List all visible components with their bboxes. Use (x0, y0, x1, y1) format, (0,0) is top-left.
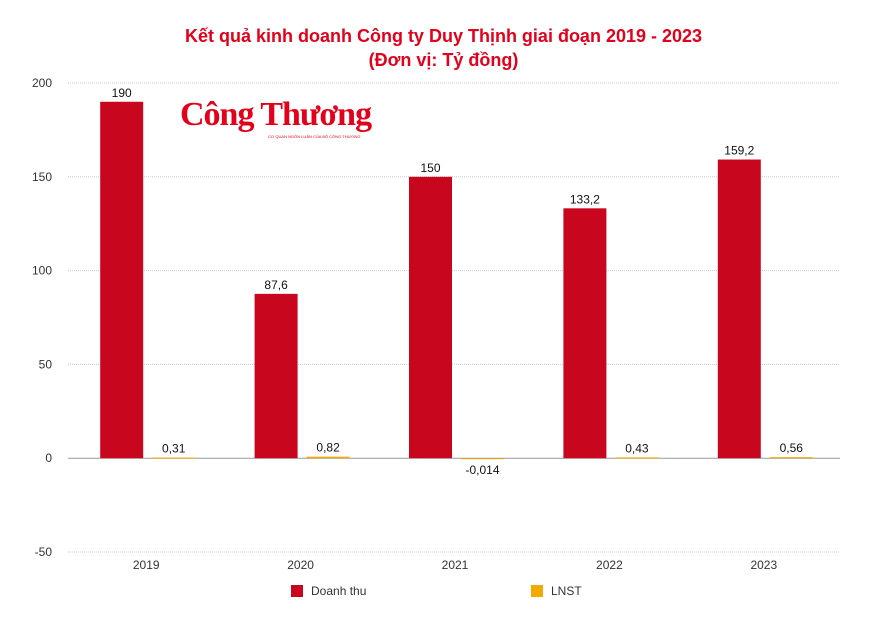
y-tick-label: 100 (32, 264, 52, 278)
y-tick-label: -50 (35, 545, 53, 559)
logo-tagline: CƠ QUAN NGÔN LUẬN CỦA BỘ CÔNG THƯƠNG (268, 134, 361, 139)
bar-lnst (461, 458, 504, 460)
bar-doanh-thu (717, 159, 761, 459)
x-tick-label: 2021 (442, 558, 469, 572)
x-tick-label: 2022 (596, 558, 623, 572)
x-tick-label: 2019 (133, 558, 160, 572)
data-label: 159,2 (724, 144, 754, 158)
legend-label: LNST (551, 584, 582, 598)
data-label: 190 (112, 86, 132, 100)
data-label: 0,43 (625, 441, 649, 455)
bar-doanh-thu (563, 208, 607, 459)
bar-doanh-thu (254, 293, 298, 459)
legend-swatch (531, 585, 543, 597)
data-label: 0,31 (162, 442, 186, 456)
y-tick-label: 200 (32, 76, 52, 90)
x-tick-label: 2020 (287, 558, 314, 572)
data-label: 150 (420, 161, 440, 175)
x-tick-label: 2023 (750, 558, 777, 572)
y-tick-label: 150 (32, 170, 52, 184)
logo-watermark: Công Thương CƠ QUAN NGÔN LUẬN CỦA BỘ CÔN… (180, 96, 420, 140)
y-tick-label: 50 (39, 357, 53, 371)
legend-swatch (291, 585, 303, 597)
legend-label: Doanh thu (311, 584, 366, 598)
logo-name: Công Thương (180, 96, 372, 133)
bar-lnst (615, 457, 659, 459)
y-tick-label: 0 (45, 451, 52, 465)
bar-lnst (306, 456, 350, 459)
data-label: -0,014 (465, 463, 499, 477)
bar-doanh-thu (100, 101, 144, 459)
data-label: 133,2 (570, 192, 600, 206)
chart-title: Kết quả kinh doanh Công ty Duy Thịnh gia… (184, 26, 703, 46)
chart-subtitle: (Đơn vị: Tỷ đồng) (368, 50, 519, 70)
data-label: 87,6 (264, 278, 288, 292)
bar-lnst (769, 457, 813, 459)
data-label: 0,82 (316, 441, 340, 455)
data-label: 0,56 (780, 441, 804, 455)
bar-lnst (152, 457, 196, 459)
bar-doanh-thu (409, 176, 452, 459)
